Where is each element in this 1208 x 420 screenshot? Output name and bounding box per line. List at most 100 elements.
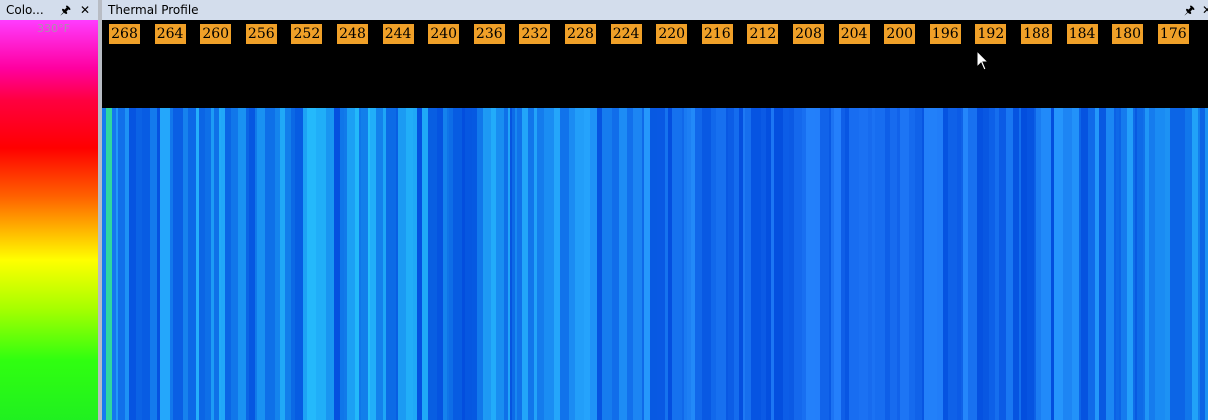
- thermal-stripe: [590, 108, 597, 420]
- ruler-label: 248: [337, 24, 368, 44]
- thermal-stripe: [1119, 108, 1121, 420]
- thermal-stripe: [1063, 108, 1072, 420]
- ruler-label: 232: [519, 24, 550, 44]
- thermal-stripe: [355, 108, 359, 420]
- thermal-stripe: [1165, 108, 1170, 420]
- thermal-stripe: [1034, 108, 1036, 420]
- close-button[interactable]: ✕: [80, 0, 90, 20]
- thermal-stripe: [453, 108, 462, 420]
- thermal-stripe: [1095, 108, 1099, 420]
- thermal-stripe: [265, 108, 275, 420]
- ruler-label: 180: [1112, 24, 1143, 44]
- ruler-label: 216: [702, 24, 733, 44]
- pin-button[interactable]: 🖈: [1184, 0, 1195, 20]
- thermal-stripe: [477, 108, 483, 420]
- thermal-stripe: [789, 108, 794, 420]
- thermal-stripe: [687, 108, 691, 420]
- thermal-stripe: [544, 108, 554, 420]
- thermal-stripe: [534, 108, 537, 420]
- thermal-stripe: [422, 108, 428, 420]
- thermal-stripe: [515, 108, 517, 420]
- ruler-label: 268: [109, 24, 140, 44]
- thermal-stripe: [413, 108, 417, 420]
- thermal-stripe: [989, 108, 995, 420]
- thermal-stripe: [682, 108, 684, 420]
- thermal-stripe: [150, 108, 157, 420]
- thermal-stripe: [1021, 108, 1027, 420]
- ruler-label: 256: [246, 24, 277, 44]
- thermal-stripe: [129, 108, 136, 420]
- thermal-stripe: [995, 108, 999, 420]
- thermal-stripe: [644, 108, 650, 420]
- thermal-stripe: [845, 108, 849, 420]
- thermal-stripe: [428, 108, 437, 420]
- thermal-stripe: [1041, 108, 1051, 420]
- thermal-stripe: [1140, 108, 1143, 420]
- thermal-stripe: [1081, 108, 1088, 420]
- thermal-stripe: [1013, 108, 1019, 420]
- thermal-stripe: [472, 108, 477, 420]
- thermal-stripe: [205, 108, 211, 420]
- thermal-stripe: [157, 108, 160, 420]
- thermal-stripe: [569, 108, 575, 420]
- thermal-stripe: [829, 108, 831, 420]
- thermal-stripe: [118, 108, 125, 420]
- thermal-stripe: [238, 108, 246, 420]
- thermal-stripe: [1149, 108, 1155, 420]
- close-button[interactable]: ✕: [1202, 0, 1208, 20]
- thermal-stripe: [196, 108, 199, 420]
- ruler-label: 240: [428, 24, 459, 44]
- thermal-stripe: [868, 108, 872, 420]
- thermal-stripe: [510, 108, 512, 420]
- thermal-stripe: [199, 108, 205, 420]
- thermal-stripe: [522, 108, 528, 420]
- thermal-stripe: [447, 108, 449, 420]
- thermal-stripe: [517, 108, 522, 420]
- thermal-stripe: [303, 108, 307, 420]
- thermal-stripe: [359, 108, 361, 420]
- thermal-stripe: [815, 108, 820, 420]
- thermal-stripe: [794, 108, 802, 420]
- thermal-stripe: [783, 108, 789, 420]
- ruler-label: 192: [975, 24, 1006, 44]
- thermal-stripe: [1051, 108, 1054, 420]
- thermal-stripe: [560, 108, 569, 420]
- thermal-stripe: [1200, 108, 1205, 420]
- thermal-stripe: [249, 108, 255, 420]
- thermal-stripe: [1099, 108, 1106, 420]
- ruler-label: 260: [200, 24, 231, 44]
- ruler-label: 228: [565, 24, 596, 44]
- thermal-stripe: [929, 108, 937, 420]
- thermal-stripe: [1019, 108, 1021, 420]
- thermal-stripe: [316, 108, 326, 420]
- ruler-label: 252: [291, 24, 322, 44]
- thermal-stripe: [370, 108, 376, 420]
- thermal-stripe: [1133, 108, 1135, 420]
- thermal-stripe: [231, 108, 238, 420]
- thermal-stripe: [1054, 108, 1063, 420]
- thermal-stripe: [771, 108, 774, 420]
- thermal-stripe: [745, 108, 751, 420]
- ruler-label: 220: [656, 24, 687, 44]
- thermal-stripe: [1135, 108, 1137, 420]
- profile-panel-header: Thermal Profile 🖈 ✕: [102, 0, 1208, 20]
- thermal-stripe: [633, 108, 642, 420]
- thermal-stripe: [554, 108, 560, 420]
- thermal-stripe: [642, 108, 644, 420]
- scale-max-label: 330°F: [0, 22, 70, 35]
- thermal-stripe: [684, 108, 687, 420]
- pin-button[interactable]: 🖈: [60, 0, 71, 20]
- panel-title: Thermal Profile: [102, 3, 199, 17]
- thermal-stripe: [924, 108, 929, 420]
- thermal-stripe: [1106, 108, 1114, 420]
- thermal-stripe: [743, 108, 745, 420]
- thermal-stripe: [125, 108, 129, 420]
- thermal-stripe: [849, 108, 859, 420]
- mouse-cursor: [976, 50, 990, 72]
- thermal-stripe: [957, 108, 961, 420]
- thermal-stripe: [1006, 108, 1013, 420]
- thermal-stripe: [650, 108, 657, 420]
- thermal-stripe: [734, 108, 739, 420]
- thermal-stripe: [657, 108, 665, 420]
- thermal-stripe: [307, 108, 316, 420]
